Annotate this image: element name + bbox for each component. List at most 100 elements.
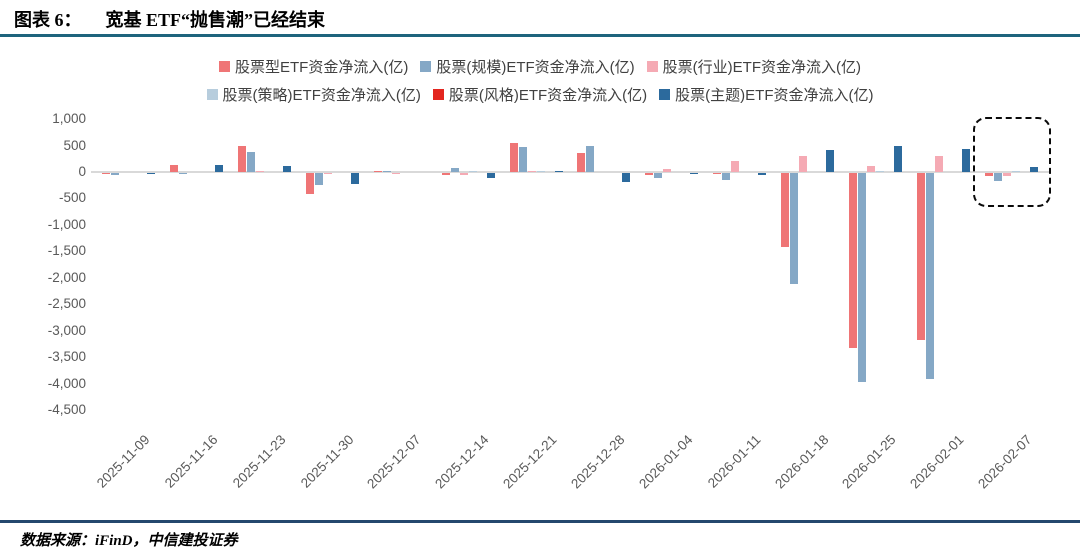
bar [518, 146, 527, 172]
y-axis-tick-label: -1,000 [47, 216, 86, 232]
bar [527, 171, 536, 172]
x-axis-tick-label: 2025-11-30 [297, 432, 357, 491]
bar [790, 173, 798, 285]
bar [170, 165, 179, 172]
legend-item: 股票(策略)ETF资金净流入(亿) [206, 84, 421, 105]
bar [256, 171, 265, 172]
x-axis-tick-label: 2025-11-23 [229, 432, 289, 491]
bar [654, 173, 663, 179]
bar [102, 173, 111, 174]
data-source-text: 数据来源：iFinD，中信建投证券 [20, 533, 238, 549]
bar [577, 153, 586, 172]
legend-row: 股票型ETF资金净流入(亿) 股票(规模)ETF资金净流入(亿) 股票(行业)ETF… [219, 56, 861, 77]
legend-swatch [659, 89, 671, 100]
legend-item: 股票型ETF资金净流入(亿) [219, 56, 408, 77]
bar [536, 171, 545, 172]
bar [961, 149, 970, 172]
bar [866, 166, 875, 172]
legend-swatch [219, 61, 231, 72]
x-axis-tick-label: 2026-02-01 [907, 432, 967, 492]
x-axis-tick-label: 2025-12-21 [500, 432, 560, 492]
x-axis-tick-label: 2025-12-07 [364, 432, 424, 492]
legend-swatch [432, 89, 444, 100]
bar [554, 170, 563, 172]
bar [315, 173, 323, 186]
x-axis-tick-label: 2025-11-09 [93, 432, 153, 491]
y-axis-tick-label: -3,500 [47, 349, 86, 365]
legend-label: 股票(主题)ETF资金净流入(亿) [675, 87, 874, 104]
y-axis-tick-label: -2,500 [47, 296, 86, 312]
bar [826, 149, 834, 172]
y-axis-tick-label: -500 [58, 190, 86, 206]
zero-axis-line [91, 171, 1049, 173]
legend-label: 股票型ETF资金净流入(亿) [235, 59, 409, 76]
x-axis-tick-label: 2026-01-25 [839, 432, 899, 492]
bar [925, 173, 934, 380]
figure-header: 图表 6： 宽基 ETF“抛售潮”已经结束 [14, 6, 325, 32]
legend-label: 股票(风格)ETF资金净流入(亿) [448, 87, 648, 104]
bar [663, 168, 672, 172]
bar [509, 142, 518, 172]
bar [934, 156, 943, 172]
y-axis-tick-label: 500 [63, 137, 86, 153]
bar [722, 173, 731, 180]
legend-label: 股票(规模)ETF资金净流入(亿) [436, 59, 635, 76]
x-axis-tick-label: 2026-01-11 [704, 432, 764, 491]
bar [857, 173, 866, 382]
bar [147, 173, 156, 174]
bar [586, 145, 595, 172]
bar [179, 173, 188, 175]
legend-item: 股票(规模)ETF资金净流入(亿) [420, 56, 635, 77]
bar [468, 170, 477, 172]
legend-row: 股票(策略)ETF资金净流入(亿) 股票(风格)ETF资金净流入(亿) 股票(主题)… [206, 84, 873, 105]
y-axis-tick-label: -1,500 [47, 243, 86, 259]
y-axis-tick-label: 1,000 [52, 111, 86, 127]
legend-item: 股票(主题)ETF资金净流入(亿) [659, 84, 873, 105]
bar [247, 151, 256, 172]
legend-item: 股票(风格)ETF资金净流入(亿) [432, 84, 648, 105]
legend-label: 股票(行业)ETF资金净流入(亿) [662, 59, 861, 76]
x-axis-tick-label: 2026-01-18 [771, 432, 832, 492]
bar [1002, 173, 1011, 176]
x-axis-tick-label: 2026-01-04 [635, 432, 696, 492]
x-axis-tick-label: 2025-12-28 [568, 432, 628, 492]
y-axis-tick-label: 0 [78, 164, 86, 179]
x-axis-tick-label: 2025-11-16 [161, 432, 221, 491]
bar [713, 173, 722, 175]
bar [875, 170, 884, 172]
highlight-dashed-box [973, 117, 1052, 207]
bar [459, 173, 468, 175]
figure-number: 图表 6： [14, 10, 82, 30]
bar [916, 173, 925, 340]
bar [111, 173, 120, 175]
legend-item: 股票(行业)ETF资金净流入(亿) [646, 56, 861, 77]
legend-swatch [646, 61, 658, 72]
x-axis-tick-label: 2025-12-14 [432, 432, 492, 492]
bar [984, 173, 993, 177]
bar [450, 168, 459, 172]
bar [622, 173, 631, 182]
bar [215, 164, 224, 172]
x-axis-tick-label: 2026-02-07 [975, 432, 1035, 492]
bar [306, 173, 314, 195]
y-axis-tick-label: -4,500 [47, 402, 86, 418]
bar [799, 156, 807, 172]
legend-swatch [206, 89, 218, 100]
bar [645, 173, 654, 176]
bar [441, 173, 450, 175]
bar [690, 173, 699, 175]
bar [1029, 166, 1038, 172]
bar [391, 173, 400, 174]
legend-swatch [420, 61, 432, 72]
figure-title: 宽基 ETF“抛售潮”已经结束 [105, 10, 326, 30]
bar [731, 161, 740, 172]
bar [324, 173, 332, 175]
bar [781, 173, 789, 248]
bar [993, 173, 1002, 182]
bar [848, 173, 857, 348]
footer-divider-line [0, 520, 1080, 523]
header-divider-line [0, 34, 1080, 37]
bar [1011, 171, 1020, 172]
bar [373, 171, 382, 172]
